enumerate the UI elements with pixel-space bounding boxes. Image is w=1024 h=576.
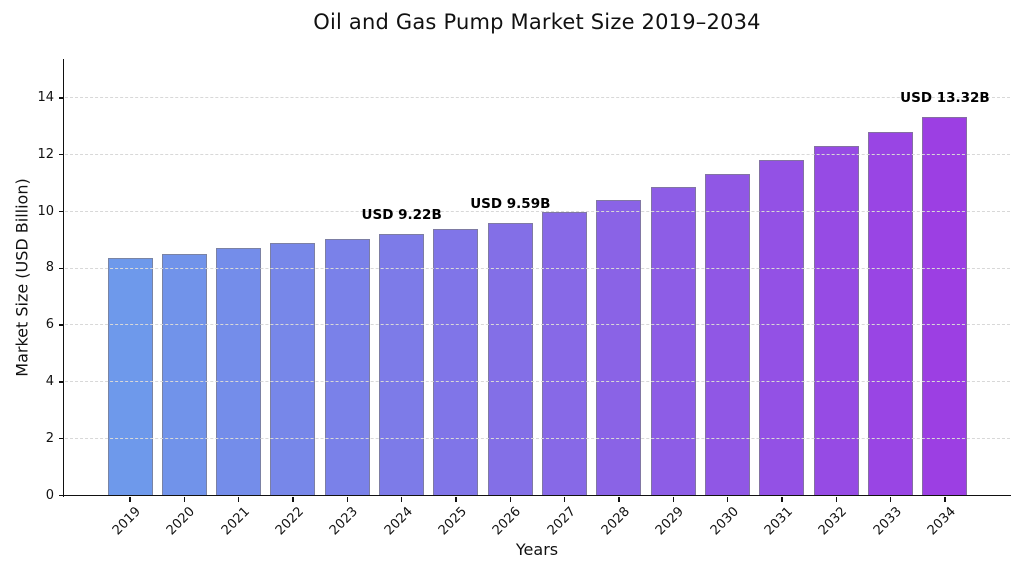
x-tick-mark <box>346 496 349 502</box>
y-tick-label: 6 <box>45 317 54 333</box>
y-gridline <box>64 438 1010 439</box>
x-tick-label: 2026 <box>490 503 525 538</box>
y-tick-mark <box>58 437 64 440</box>
x-tick-mark <box>944 496 946 502</box>
x-axis-spine <box>62 494 1011 497</box>
y-gridline <box>64 381 1010 383</box>
x-tick-mark <box>563 496 566 502</box>
y-tick-label: 12 <box>37 146 54 162</box>
bar-value-annotation: USD 9.22B <box>361 206 442 223</box>
bar-2022 <box>270 243 316 496</box>
x-tick-label: 2030 <box>707 503 742 538</box>
y-tick-mark <box>58 267 64 270</box>
y-gridline <box>64 324 1010 326</box>
y-gridline <box>64 210 1010 212</box>
x-tick-mark <box>889 496 892 502</box>
x-tick-mark <box>618 496 620 502</box>
x-tick-mark <box>672 496 675 502</box>
x-tick-label: 2028 <box>598 503 633 538</box>
x-tick-label: 2033 <box>870 503 905 538</box>
y-gridline <box>64 154 1010 155</box>
x-tick-label: 2027 <box>544 503 579 538</box>
x-tick-label: 2029 <box>653 503 688 538</box>
bar-2031 <box>759 160 805 496</box>
y-tick-label: 14 <box>37 89 54 105</box>
x-tick-label: 2025 <box>435 503 470 538</box>
bar-2020 <box>161 253 207 496</box>
x-axis-label: Years <box>515 540 559 559</box>
x-tick-label: 2032 <box>816 503 851 538</box>
bar-2033 <box>868 131 914 496</box>
x-tick-label: 2020 <box>164 503 199 538</box>
y-tick-mark <box>58 97 64 99</box>
bar-2034 <box>922 117 968 496</box>
x-tick-label: 2031 <box>761 503 796 538</box>
y-tick-label: 8 <box>45 260 54 276</box>
y-tick-label: 2 <box>45 430 54 446</box>
x-tick-mark <box>129 496 131 502</box>
y-tick-label: 10 <box>37 203 54 219</box>
y-tick-mark <box>58 153 64 156</box>
x-tick-mark <box>400 496 403 502</box>
x-tick-mark <box>509 496 512 502</box>
bar-2023 <box>324 238 370 496</box>
bar-2019 <box>107 258 153 496</box>
bar-2032 <box>813 146 859 496</box>
y-tick-mark <box>58 324 64 326</box>
x-tick-label: 2034 <box>924 503 959 538</box>
y-tick-label: 4 <box>45 373 54 389</box>
x-tick-mark <box>237 496 240 502</box>
x-tick-mark <box>292 496 294 502</box>
bar-2025 <box>433 228 479 496</box>
bar-2030 <box>705 174 751 496</box>
x-tick-label: 2023 <box>327 503 362 538</box>
x-tick-mark <box>781 496 783 502</box>
x-tick-mark <box>183 496 186 502</box>
x-tick-mark <box>835 496 838 502</box>
x-tick-label: 2021 <box>218 503 253 538</box>
x-tick-mark <box>455 496 457 502</box>
y-tick-mark <box>58 494 64 497</box>
x-tick-label: 2022 <box>272 503 307 538</box>
bar-2021 <box>216 248 262 496</box>
bar-2028 <box>596 199 642 496</box>
bar-value-annotation: USD 9.59B <box>470 196 551 213</box>
bar-2026 <box>487 223 533 496</box>
y-axis-label: Market Size (USD Billion) <box>12 178 32 377</box>
x-tick-label: 2024 <box>381 503 416 538</box>
x-tick-mark <box>726 496 729 502</box>
y-tick-mark <box>58 381 64 383</box>
chart-title: Oil and Gas Pump Market Size 2019–2034 <box>313 10 761 34</box>
y-tick-label: 0 <box>45 487 54 503</box>
y-axis-spine <box>62 59 65 497</box>
y-gridline <box>64 267 1010 269</box>
y-gridline <box>64 97 1010 99</box>
x-tick-label: 2019 <box>109 503 144 538</box>
bar-value-annotation: USD 13.32B <box>900 90 990 107</box>
bar-2027 <box>542 211 588 496</box>
bar-2024 <box>379 233 425 496</box>
bar-2029 <box>650 187 696 496</box>
y-tick-mark <box>58 210 64 213</box>
